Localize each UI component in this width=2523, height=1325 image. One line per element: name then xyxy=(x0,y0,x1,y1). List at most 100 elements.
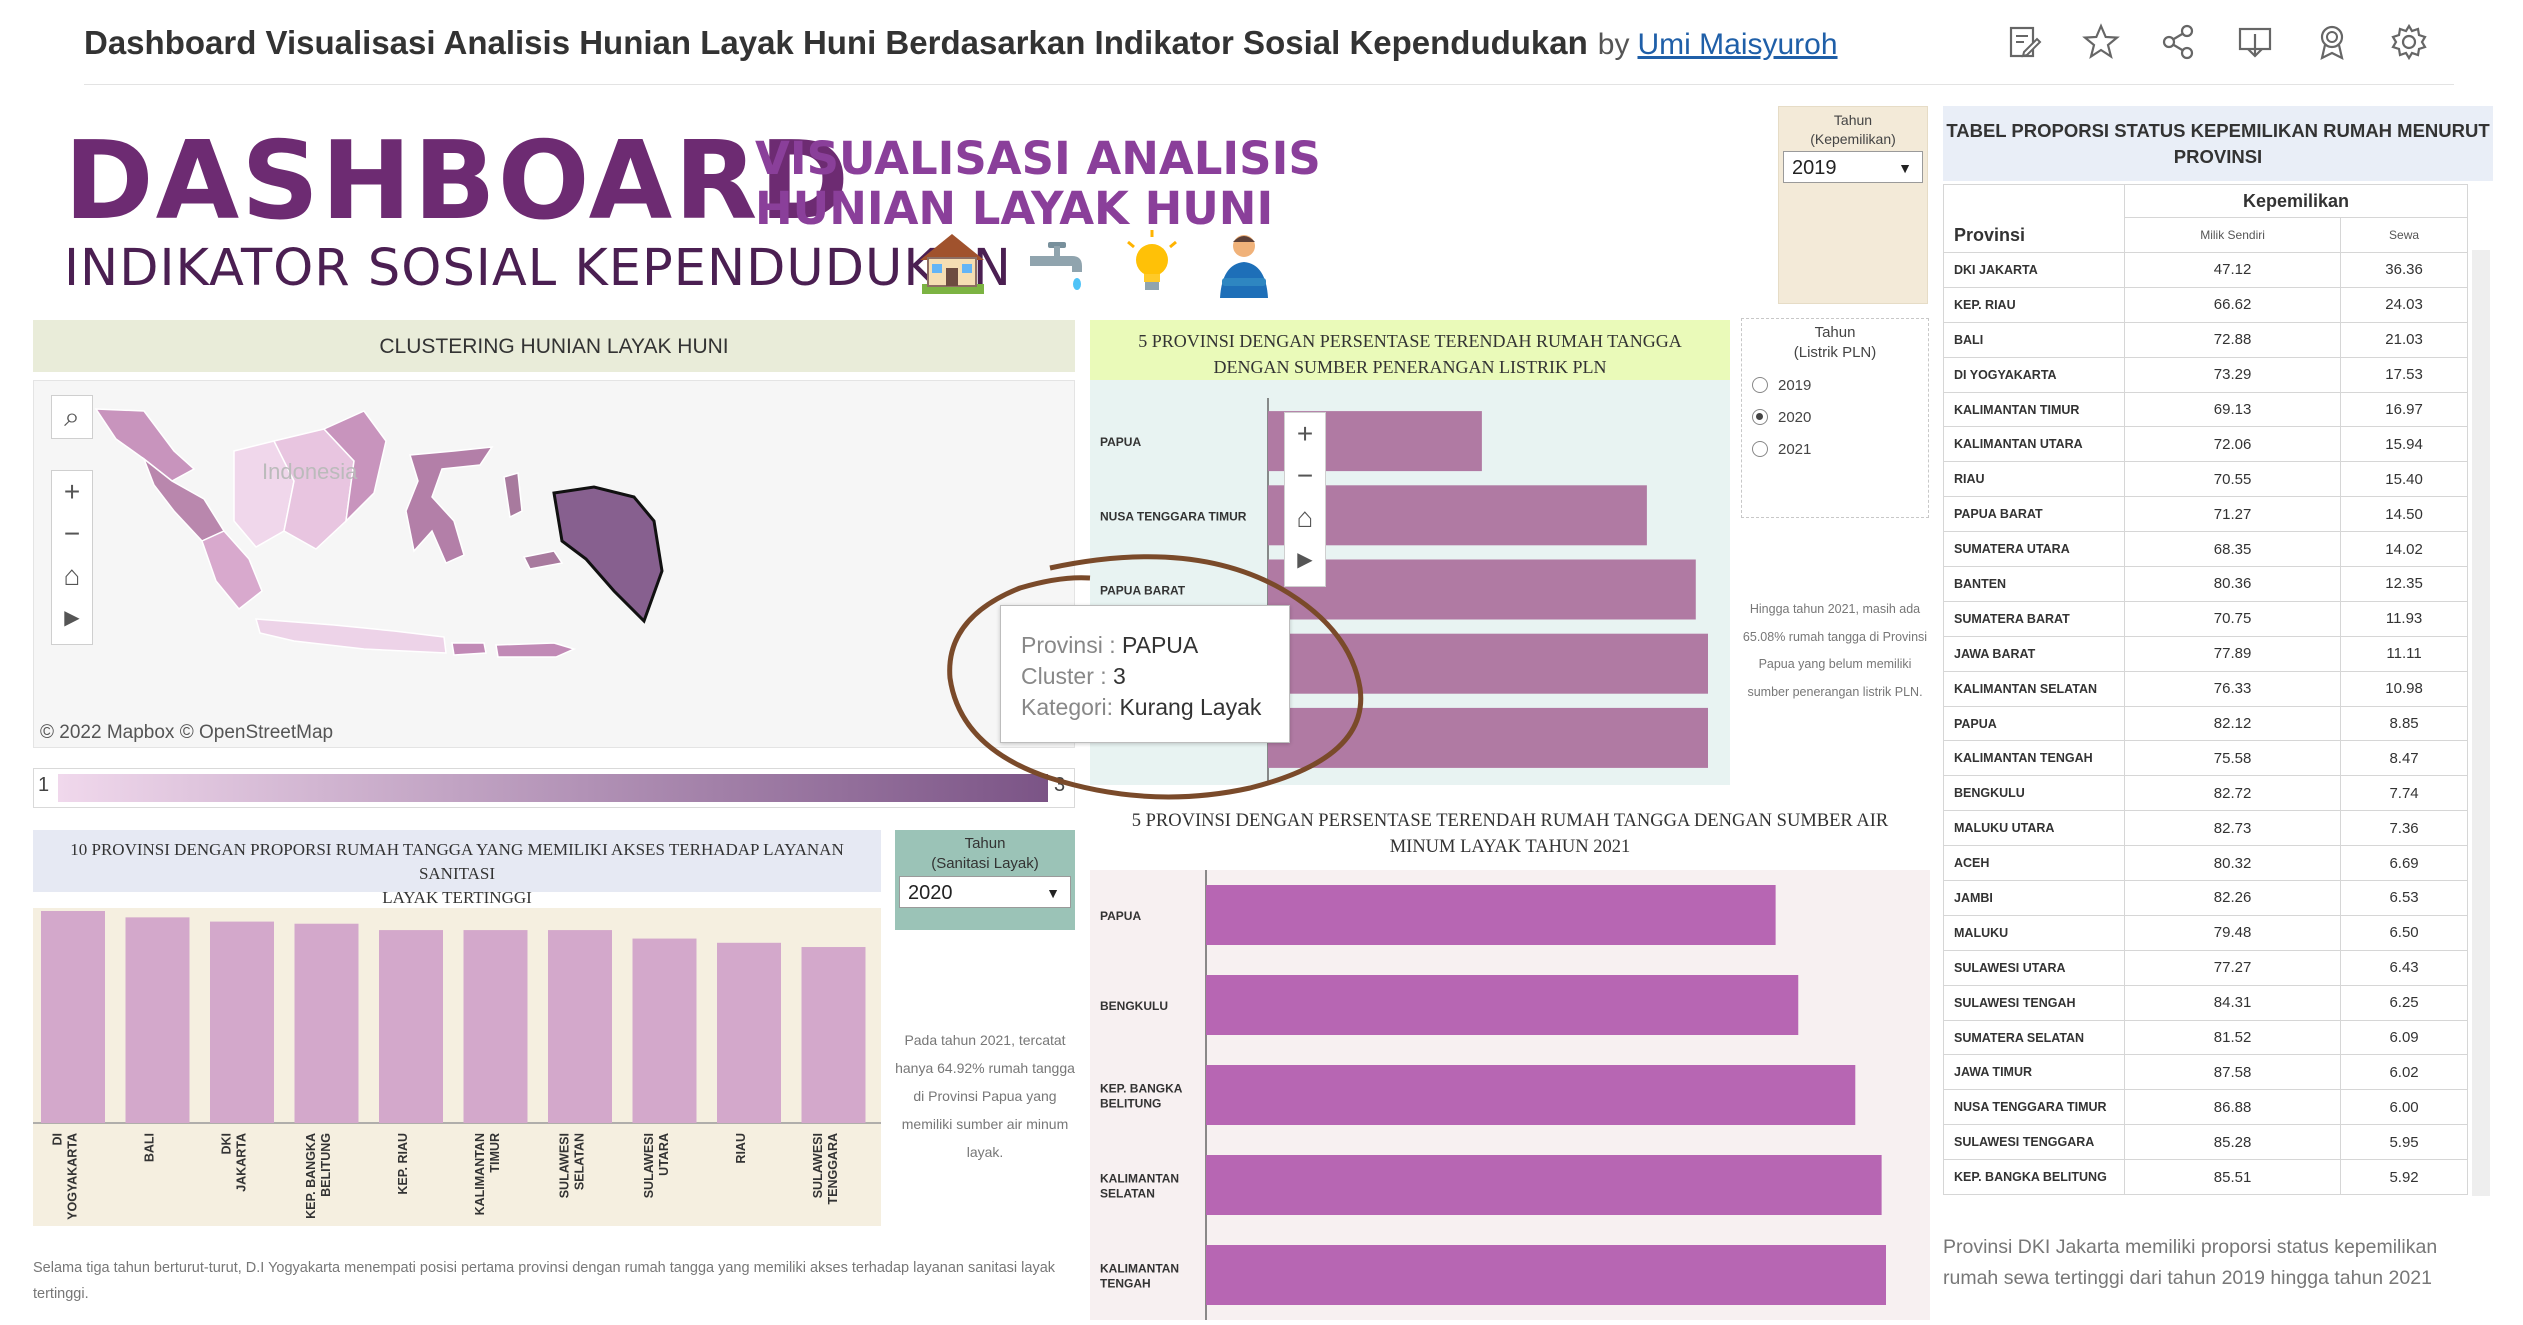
chart-bar[interactable] xyxy=(632,938,697,1123)
map-region-java[interactable] xyxy=(254,618,447,654)
light-bulb-icon xyxy=(1127,230,1177,290)
chart-category-label: BENGKULU xyxy=(1100,999,1168,1013)
table-cell-provinsi: KALIMANTAN TENGAH xyxy=(1943,740,2125,777)
gear-icon[interactable] xyxy=(2389,22,2429,62)
chart-bar[interactable] xyxy=(1206,975,1799,1035)
chart-category-label: KALIMANTAN xyxy=(1100,1172,1179,1186)
author-link[interactable]: Umi Maisyuroh xyxy=(1637,28,1838,61)
zoom-in-icon[interactable]: + xyxy=(1296,418,1314,449)
table-row: KALIMANTAN UTARA 72.06 15.94 xyxy=(1943,426,2468,463)
badge-icon[interactable] xyxy=(2312,22,2352,62)
filter-listrik-option-2020[interactable]: 2020 xyxy=(1752,401,1811,433)
table-row: KEP. RIAU 66.62 24.03 xyxy=(1943,286,2468,323)
map-search-button[interactable]: ⌕ xyxy=(51,395,93,439)
table-cell-milik-sendiri: 68.35 xyxy=(2123,531,2342,568)
page-title-text: Dashboard Visualisasi Analisis Hunian La… xyxy=(84,24,1588,61)
table-cell-milik-sendiri: 70.55 xyxy=(2123,461,2342,498)
chart-bar[interactable] xyxy=(1206,1155,1882,1215)
indonesia-map[interactable]: Indonesia xyxy=(34,381,1075,748)
chart-bar[interactable] xyxy=(1268,559,1696,620)
search-icon: ⌕ xyxy=(64,401,80,432)
filter-listrik-option-2019[interactable]: 2019 xyxy=(1752,369,1811,401)
map-region-maluku[interactable] xyxy=(503,472,564,570)
chart-bar[interactable] xyxy=(717,942,781,1123)
filter-sanitasi-panel: Tahun (Sanitasi Layak) 2020 ▼ xyxy=(895,830,1075,930)
banner-dashboard-title: DASHBOARD xyxy=(64,119,852,244)
map-region-sumatra-north[interactable] xyxy=(94,408,196,482)
chart-bar[interactable] xyxy=(1206,1245,1886,1305)
table-row: BENGKULU 82.72 7.74 xyxy=(1943,775,2468,812)
chart-category-label: DKI xyxy=(220,1133,234,1155)
chart-bar[interactable] xyxy=(1206,1065,1856,1125)
chart-bar[interactable] xyxy=(1206,885,1776,945)
download-icon[interactable] xyxy=(2235,22,2275,62)
chart-bar[interactable] xyxy=(463,930,528,1123)
air-section-header: 5 PROVINSI DENGAN PERSENTASE TERENDAH RU… xyxy=(1090,800,1930,866)
map-panel[interactable]: Indonesia xyxy=(33,380,1075,748)
map-region-sulawesi[interactable] xyxy=(405,446,494,564)
page-title: Dashboard Visualisasi Analisis Hunian La… xyxy=(84,24,1838,62)
chart-category-label: BELITUNG xyxy=(319,1133,333,1197)
chart-bar[interactable] xyxy=(1268,633,1708,694)
radio-icon[interactable] xyxy=(1752,441,1768,457)
tooltip-provinsi-value: PAPUA xyxy=(1121,632,1199,658)
play-icon[interactable]: ▶ xyxy=(1297,549,1313,571)
zoom-out-icon[interactable]: − xyxy=(1296,460,1314,491)
chart-category-label: SULAWESI xyxy=(558,1133,572,1198)
play-icon[interactable]: ▶ xyxy=(64,607,80,629)
chart-bar[interactable] xyxy=(548,930,612,1123)
zoom-out-icon[interactable]: − xyxy=(63,518,81,549)
home-icon[interactable]: ⌂ xyxy=(63,560,81,591)
zoom-in-icon[interactable]: + xyxy=(63,476,81,507)
filter-listrik-radios: 2019 2020 2021 xyxy=(1752,369,1811,465)
person-icon xyxy=(1220,235,1268,298)
table-cell-milik-sendiri: 80.32 xyxy=(2123,845,2342,882)
map-region-nusa-tenggara[interactable] xyxy=(451,642,577,658)
table-cell-sewa: 17.53 xyxy=(2340,356,2468,393)
table-row: MALUKU 79.48 6.50 xyxy=(1943,914,2468,951)
table-cell-milik-sendiri: 72.88 xyxy=(2123,321,2342,358)
sanitasi-note: Pada tahun 2021, tercatat hanya 64.92% r… xyxy=(895,1032,1075,1160)
edit-icon[interactable] xyxy=(2004,22,2044,62)
chart-bar[interactable] xyxy=(210,921,274,1123)
table-cell-sewa: 6.00 xyxy=(2340,1089,2468,1126)
star-icon[interactable] xyxy=(2081,22,2121,62)
table-cell-milik-sendiri: 85.28 xyxy=(2123,1124,2342,1161)
chart-category-label: KALIMANTAN xyxy=(473,1133,487,1215)
chart-bar[interactable] xyxy=(41,911,105,1123)
filter-listrik-panel: Tahun (Listrik PLN) 2019 2020 2021 xyxy=(1741,318,1929,518)
table-cell-milik-sendiri: 69.13 xyxy=(2123,391,2342,428)
table-cell-milik-sendiri: 71.27 xyxy=(2123,496,2342,533)
filter-kepemilikan-select[interactable]: 2019 ▼ xyxy=(1783,151,1923,183)
radio-selected-icon[interactable] xyxy=(1752,409,1768,425)
filter-listrik-option-2021[interactable]: 2021 xyxy=(1752,433,1811,465)
chart-bar[interactable] xyxy=(294,923,359,1123)
filter-listrik-option-label: 2019 xyxy=(1778,376,1812,394)
chart-bar[interactable] xyxy=(1268,707,1708,768)
map-region-papua[interactable] xyxy=(552,485,664,624)
chart-bar[interactable] xyxy=(125,917,190,1123)
map-region-sumatra-south[interactable] xyxy=(201,530,263,611)
filter-sanitasi-select[interactable]: 2020 ▼ xyxy=(899,876,1071,908)
tooltip-cluster-label: Cluster : xyxy=(1021,663,1107,689)
chart-bar[interactable] xyxy=(379,930,443,1123)
chart-bar[interactable] xyxy=(1268,485,1647,546)
chart-category-label: DI xyxy=(51,1133,65,1146)
legend-max-label: 3 xyxy=(1054,774,1066,796)
table-cell-sewa: 11.11 xyxy=(2340,635,2468,672)
table-cell-sewa: 36.36 xyxy=(2340,252,2468,288)
table-cell-sewa: 16.97 xyxy=(2340,391,2468,428)
share-icon[interactable] xyxy=(2158,22,2198,62)
map-region-kalimantan-east[interactable] xyxy=(322,410,387,524)
home-icon[interactable]: ⌂ xyxy=(1296,502,1314,533)
filter-sanitasi-label1: Tahun xyxy=(964,835,1006,852)
table-cell-milik-sendiri: 73.29 xyxy=(2123,356,2342,393)
chart-category-label: SELATAN xyxy=(573,1133,587,1190)
chart-category-label: BALI xyxy=(143,1133,157,1162)
filter-kepemilikan-value: 2019 xyxy=(1792,157,1837,179)
chart-bar[interactable] xyxy=(801,947,866,1123)
table-scrollbar[interactable] xyxy=(2472,250,2490,1196)
table-cell-sewa: 7.36 xyxy=(2340,810,2468,847)
table-cell-sewa: 8.85 xyxy=(2340,705,2468,742)
radio-icon[interactable] xyxy=(1752,377,1768,393)
